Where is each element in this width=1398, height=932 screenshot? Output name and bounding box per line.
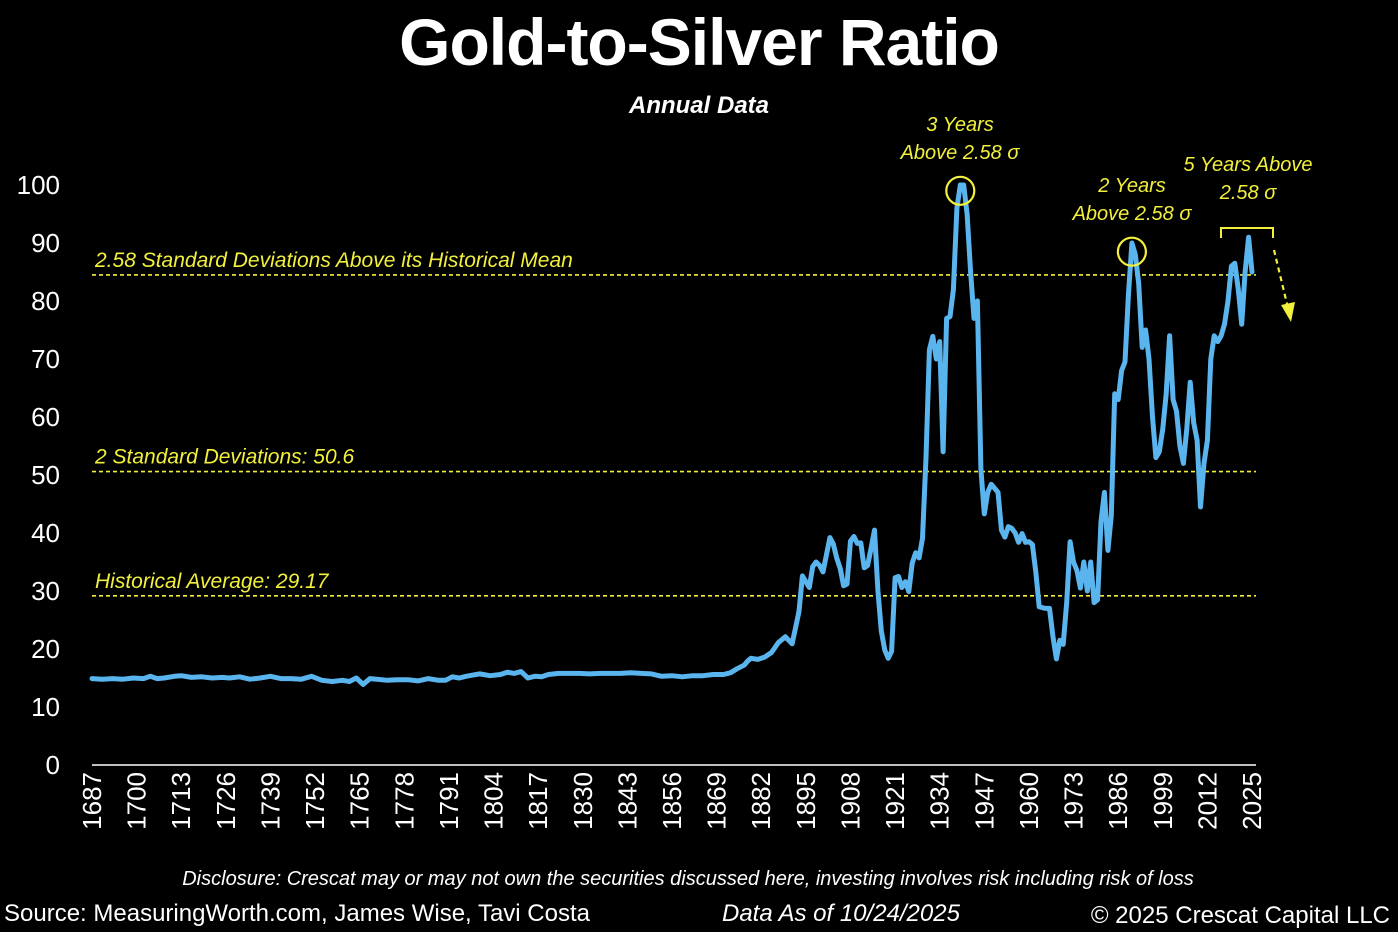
x-tick-label: 1830 bbox=[568, 772, 598, 830]
x-tick-label: 1895 bbox=[791, 772, 821, 830]
x-tick-label: 1700 bbox=[122, 772, 152, 830]
x-tick-label: 1804 bbox=[479, 772, 509, 830]
five-year-bracket bbox=[1220, 227, 1274, 238]
x-tick-label: 1973 bbox=[1059, 772, 1089, 830]
x-tick-label: 1869 bbox=[702, 772, 732, 830]
x-tick-label: 2025 bbox=[1237, 772, 1267, 830]
x-tick-label: 1765 bbox=[345, 772, 375, 830]
down-arrow-shaft bbox=[1272, 249, 1290, 309]
x-tick-label: 1882 bbox=[746, 772, 776, 830]
peak-highlight-circle bbox=[1116, 236, 1147, 267]
x-tick-label: 1934 bbox=[925, 772, 955, 830]
x-tick-label: 1843 bbox=[612, 772, 642, 830]
annotation-line: 5 Years Above bbox=[1184, 154, 1313, 176]
annotation-line: 2 Years bbox=[1097, 175, 1165, 197]
y-tick-label: 50 bbox=[31, 460, 60, 490]
x-tick-label: 1817 bbox=[523, 772, 553, 830]
x-tick-label: 1999 bbox=[1148, 772, 1178, 830]
x-tick-label: 1726 bbox=[211, 772, 241, 830]
x-tick-label: 1986 bbox=[1103, 772, 1133, 830]
reference-line-label: Historical Average: 29.17 bbox=[95, 570, 330, 593]
annotation-line: Above 2.58 σ bbox=[900, 142, 1021, 164]
down-arrow-head bbox=[1281, 302, 1295, 322]
y-tick-label: 100 bbox=[17, 170, 60, 200]
y-tick-label: 20 bbox=[31, 634, 60, 664]
y-tick-label: 70 bbox=[31, 344, 60, 374]
x-tick-label: 1856 bbox=[657, 772, 687, 830]
x-tick-label: 1908 bbox=[835, 772, 865, 830]
annotation-line: 3 Years bbox=[926, 114, 993, 136]
reference-line-label: 2.58 Standard Deviations Above its Histo… bbox=[94, 249, 573, 272]
data-as-of-text: Data As of 10/24/2025 bbox=[722, 900, 960, 927]
y-tick-label: 40 bbox=[31, 518, 60, 548]
x-tick-label: 1687 bbox=[77, 772, 107, 830]
y-tick-label: 80 bbox=[31, 286, 60, 316]
annotation-line: Above 2.58 σ bbox=[1072, 203, 1193, 225]
reference-line-label: 2 Standard Deviations: 50.6 bbox=[94, 446, 354, 469]
y-tick-label: 90 bbox=[31, 228, 60, 258]
x-tick-label: 2012 bbox=[1192, 772, 1222, 830]
peak-highlight-circle bbox=[945, 175, 976, 206]
chart-title: Gold-to-Silver Ratio bbox=[399, 5, 1000, 79]
y-tick-label: 10 bbox=[31, 692, 60, 722]
source-text: Source: MeasuringWorth.com, James Wise, … bbox=[4, 900, 590, 927]
x-tick-label: 1960 bbox=[1014, 772, 1044, 830]
y-tick-label: 30 bbox=[31, 576, 60, 606]
x-tick-label: 1921 bbox=[880, 772, 910, 830]
chart-subtitle: Annual Data bbox=[628, 92, 769, 119]
copyright-text: © 2025 Crescat Capital LLC bbox=[1090, 902, 1390, 929]
y-tick-label: 0 bbox=[46, 750, 60, 780]
disclosure-text: Disclosure: Crescat may or may not own t… bbox=[182, 868, 1194, 890]
x-tick-label: 1947 bbox=[969, 772, 999, 830]
x-tick-label: 1791 bbox=[434, 772, 464, 830]
y-tick-label: 60 bbox=[31, 402, 60, 432]
x-tick-label: 1739 bbox=[255, 772, 285, 830]
annotation-line: 2.58 σ bbox=[1219, 182, 1277, 204]
x-tick-label: 1752 bbox=[300, 772, 330, 830]
x-tick-label: 1713 bbox=[166, 772, 196, 830]
series-line bbox=[89, 182, 1255, 687]
x-tick-label: 1778 bbox=[389, 772, 419, 830]
